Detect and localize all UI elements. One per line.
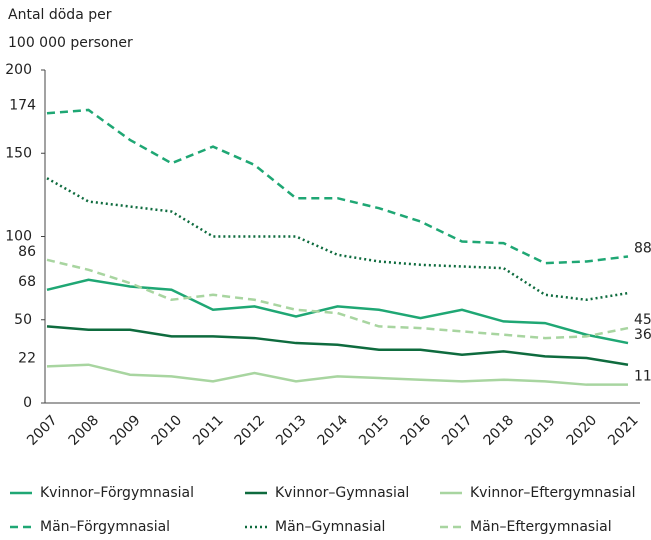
legend-label: Kvinnor–Förgymnasial [40,485,194,501]
series-line [46,363,628,386]
data-label: 86 [18,244,36,260]
x-tick-label: 2013 [273,412,310,449]
series-line [46,177,629,302]
data-label: 174 [9,97,36,113]
y-tick-label: 200 [5,62,32,78]
x-tick-label: 2010 [149,412,186,449]
x-tick-label: 2015 [356,412,393,449]
y-tick-label: 50 [14,312,32,328]
series-line [46,278,629,345]
series-line [46,258,629,340]
y-tick-label: 0 [23,395,32,411]
x-tick-label: 2019 [522,412,559,449]
series-line [46,108,629,265]
x-tick-label: 2017 [439,412,476,449]
legend-label: Män–Gymnasial [275,519,385,535]
legend-label: Kvinnor–Eftergymnasial [470,485,635,501]
y-tick-label: 100 [5,229,32,245]
data-label: 36 [634,327,651,343]
data-label: 22 [18,350,36,366]
x-tick-label: 2016 [398,412,435,449]
series-line [46,325,629,366]
legend-label: Kvinnor–Gymnasial [275,485,409,501]
x-tick-label: 2007 [24,412,61,449]
y-tick-label: 150 [5,145,32,161]
data-label: 11 [634,369,651,385]
data-label: 45 [634,312,651,328]
x-tick-label: 2011 [190,412,227,449]
x-tick-label: 2014 [315,412,352,449]
y-axis-label: 100 000 personer [8,35,133,51]
x-tick-label: 2020 [564,412,601,449]
data-label: 68 [18,274,36,290]
legend-label: Män–Förgymnasial [40,519,170,535]
x-tick-label: 2012 [232,412,269,449]
legend-label: Män–Eftergymnasial [470,519,612,535]
y-axis-label: Antal döda per [8,7,112,23]
x-tick-label: 2009 [107,412,144,449]
x-tick-label: 2008 [66,412,103,449]
x-tick-label: 2021 [605,412,642,449]
data-label: 88 [634,240,651,256]
x-tick-label: 2018 [481,412,518,449]
